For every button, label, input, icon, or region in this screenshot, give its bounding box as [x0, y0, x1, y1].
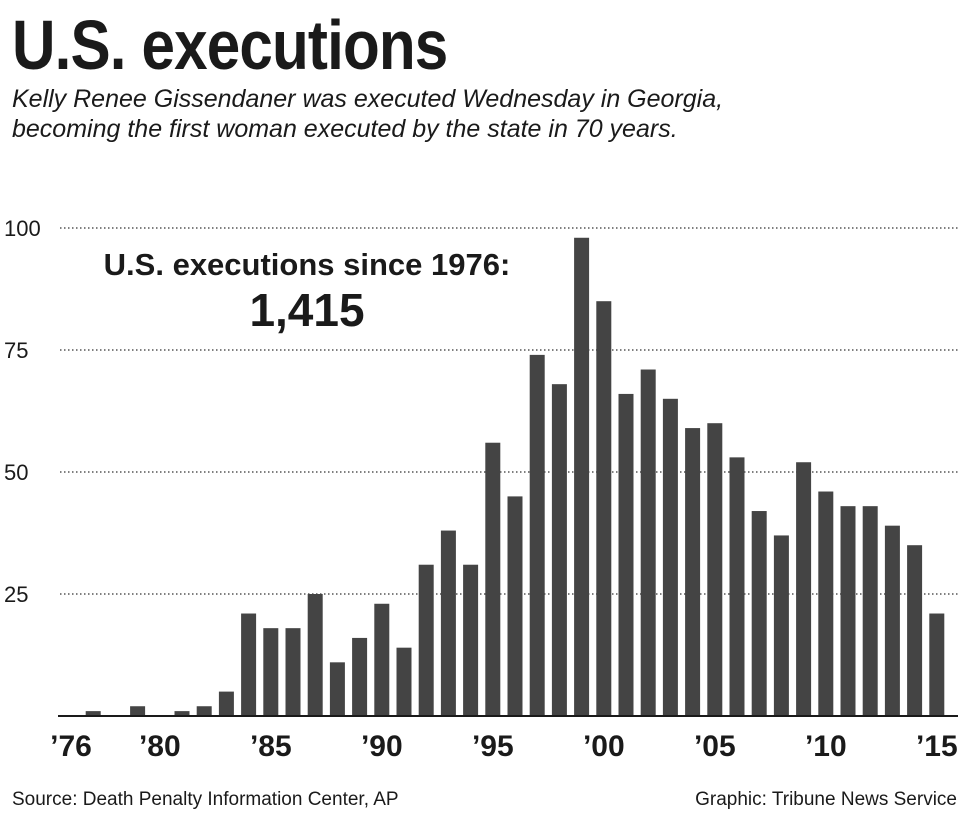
- bar: [929, 613, 945, 716]
- bar: [418, 564, 434, 716]
- bar: [640, 369, 656, 716]
- bar: [907, 545, 923, 716]
- bar: [329, 662, 345, 716]
- bar: [574, 237, 590, 716]
- bar: [618, 393, 634, 716]
- source-note: Source: Death Penalty Information Center…: [12, 789, 399, 810]
- bar: [374, 603, 390, 716]
- bar: [707, 423, 723, 716]
- callout-value: 1,415: [249, 284, 364, 336]
- bar: [285, 628, 301, 716]
- bar: [773, 535, 789, 716]
- bar: [130, 706, 146, 716]
- bar: [241, 613, 257, 716]
- bar: [352, 637, 368, 716]
- bar: [85, 711, 101, 716]
- x-tick-label: ’76: [50, 730, 92, 763]
- bar: [440, 530, 456, 716]
- bar: [751, 511, 767, 716]
- bar: [218, 691, 234, 716]
- x-tick-label: ’95: [472, 730, 514, 763]
- axis-layer: 25 50 75 100 ’76 ’80 ’85 ’90 ’95 ’00 ’05 ’10 ’15: [4, 216, 958, 763]
- bar: [662, 398, 678, 716]
- bar: [307, 594, 323, 716]
- bar: [818, 491, 834, 716]
- bar: [685, 428, 701, 716]
- bar: [596, 301, 612, 716]
- x-tick-label: ’05: [694, 730, 736, 763]
- bar: [396, 647, 412, 716]
- bar: [507, 496, 523, 716]
- bar: [840, 506, 856, 716]
- bar: [862, 506, 878, 716]
- bar: [796, 462, 812, 716]
- y-tick-label: 25: [4, 582, 28, 607]
- y-tick-label: 50: [4, 460, 28, 485]
- subtitle-line-2: becoming the first woman executed by the…: [12, 115, 678, 143]
- bar: [463, 564, 479, 716]
- x-tick-label: ’15: [916, 730, 958, 763]
- x-tick-label: ’10: [805, 730, 847, 763]
- bar: [884, 525, 900, 716]
- chart-title: U.S. executions: [12, 6, 448, 84]
- x-tick-label: ’00: [583, 730, 625, 763]
- bar-layer: [85, 237, 945, 716]
- x-tick-label: ’85: [250, 730, 292, 763]
- graphic-credit: Graphic: Tribune News Service: [695, 789, 957, 810]
- callout-label: U.S. executions since 1976:: [104, 247, 511, 282]
- callout: U.S. executions since 1976: 1,415: [104, 247, 511, 336]
- y-tick-label: 75: [4, 338, 28, 363]
- bar: [263, 628, 279, 716]
- bar: [174, 711, 190, 716]
- chart-subtitle: Kelly Renee Gissendaner was executed Wed…: [12, 84, 952, 144]
- bar: [196, 706, 212, 716]
- bar: [485, 442, 501, 716]
- x-tick-label: ’90: [361, 730, 403, 763]
- subtitle-line-1: Kelly Renee Gissendaner was executed Wed…: [12, 85, 724, 113]
- x-tick-label: ’80: [139, 730, 181, 763]
- bar: [729, 457, 745, 716]
- y-tick-label: 100: [4, 216, 41, 241]
- bar: [551, 384, 567, 716]
- bar: [529, 354, 545, 716]
